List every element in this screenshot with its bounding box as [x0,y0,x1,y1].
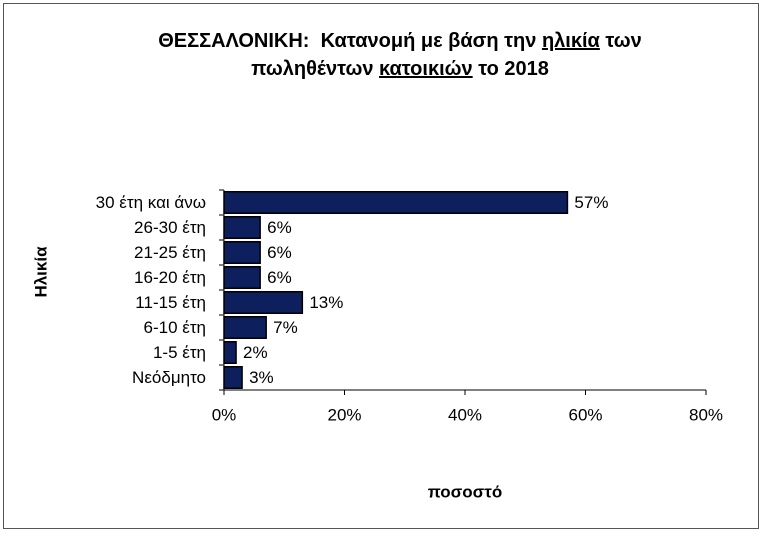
bar [223,316,267,339]
y-tick-label: 30 έτη και άνω [96,193,206,212]
title-part: ΘΕΣΣΑΛΟΝΙΚΗ: Κατανομή με βάση την [158,30,542,52]
x-tick-label: 0% [212,405,237,424]
frame [3,3,759,529]
y-tick-label: 26-30 έτη [134,218,206,237]
chart-title-line: πωληθέντων κατοικιών το 2018 [251,58,549,80]
bar [223,191,569,214]
value-label: 6% [267,243,292,262]
value-label: 2% [243,343,268,362]
bar [223,216,261,239]
y-tick-label: 16-20 έτη [134,268,206,287]
x-tick-label: 60% [568,405,602,424]
value-label: 57% [574,193,608,212]
bar [223,266,261,289]
bar [223,291,304,314]
bar [223,341,237,364]
title-part: το 2018 [473,58,549,80]
x-tick-label: 40% [448,405,482,424]
y-tick-label: 1-5 έτη [153,343,206,362]
y-tick-label: 21-25 έτη [134,243,206,262]
value-label: 6% [267,218,292,237]
title-part: ηλικία [542,30,601,52]
y-tick-label: Νεόδμητο [132,368,206,387]
x-axis-title: ποσοστό [428,482,503,501]
bar [223,241,261,264]
title-part: κατοικιών [379,58,473,80]
title-part: πωληθέντων [251,58,379,80]
title-part: των [600,30,642,52]
x-tick-label: 20% [327,405,361,424]
chart-title-line: ΘΕΣΣΑΛΟΝΙΚΗ: Κατανομή με βάση την ηλικία… [158,30,642,52]
bar [223,366,243,389]
value-label: 6% [267,268,292,287]
y-tick-label: 11-15 έτη [135,293,206,312]
value-label: 13% [309,293,343,312]
y-tick-label: 6-10 έτη [144,318,207,337]
y-axis-title: Ηλικία [31,246,50,298]
value-label: 3% [249,368,274,387]
value-label: 7% [273,318,298,337]
x-tick-label: 80% [689,405,723,424]
